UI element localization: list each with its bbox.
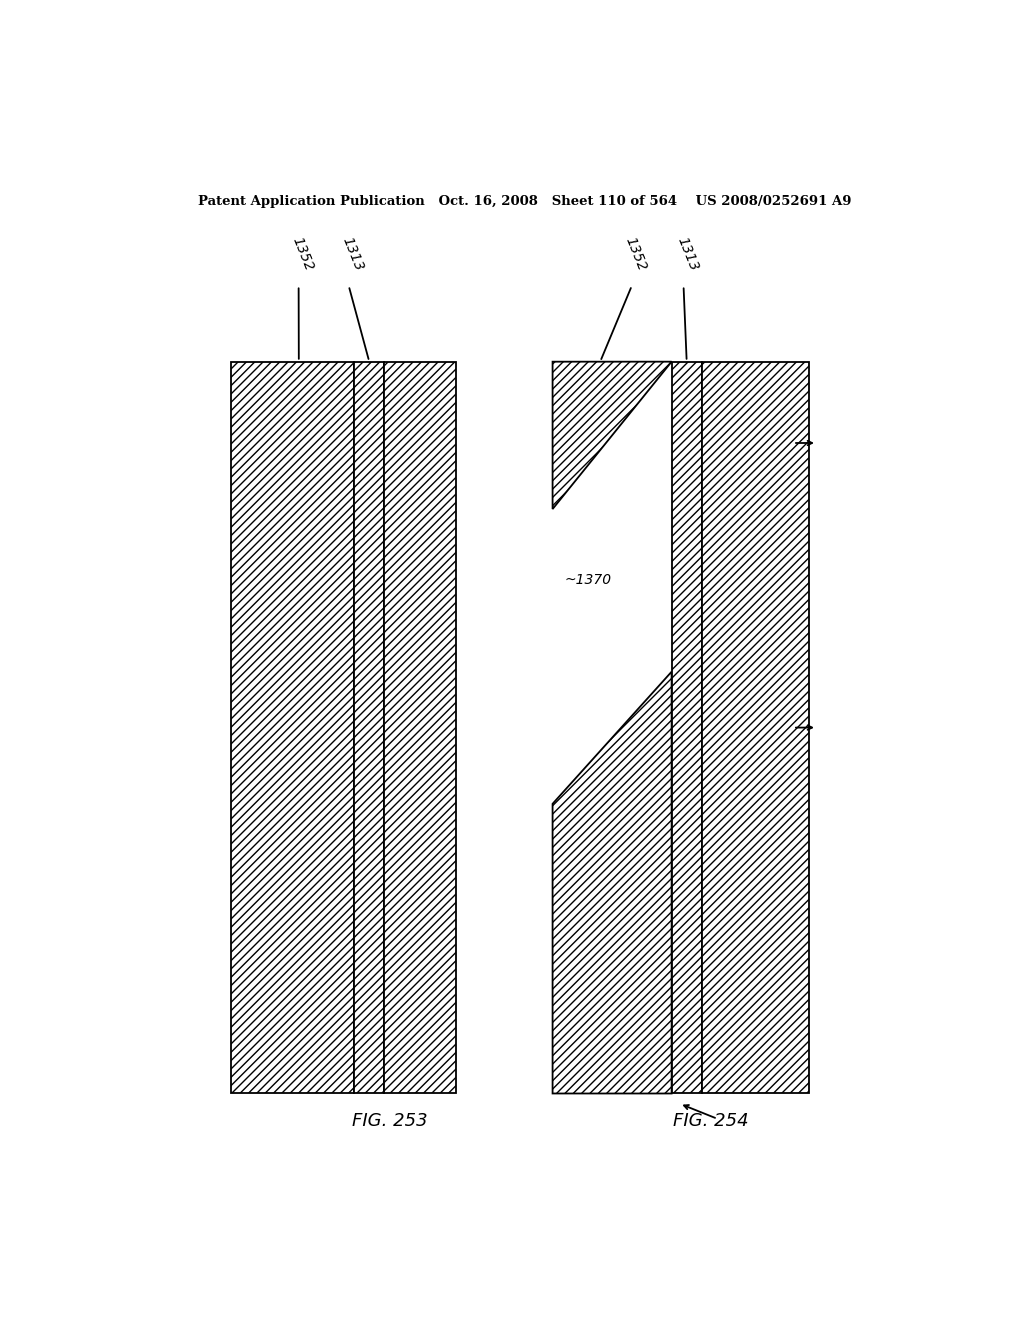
- Text: ~1370: ~1370: [564, 573, 612, 587]
- Text: 1313: 1313: [339, 235, 366, 273]
- Bar: [701, 362, 809, 1093]
- Bar: [672, 362, 701, 1093]
- Bar: [231, 362, 354, 1093]
- Polygon shape: [553, 362, 672, 510]
- Bar: [672, 362, 701, 1093]
- Text: 1313: 1313: [675, 235, 700, 273]
- Bar: [384, 362, 456, 1093]
- Bar: [354, 362, 384, 1093]
- Text: 1352: 1352: [623, 235, 649, 273]
- Polygon shape: [553, 672, 672, 1093]
- Bar: [701, 362, 809, 1093]
- Text: FIG. 254: FIG. 254: [674, 1111, 750, 1130]
- Bar: [354, 362, 384, 1093]
- Bar: [384, 362, 456, 1093]
- Text: Patent Application Publication   Oct. 16, 2008   Sheet 110 of 564    US 2008/025: Patent Application Publication Oct. 16, …: [198, 194, 852, 207]
- Bar: [231, 362, 354, 1093]
- Text: FIG. 253: FIG. 253: [352, 1111, 428, 1130]
- Text: 1352: 1352: [290, 235, 315, 273]
